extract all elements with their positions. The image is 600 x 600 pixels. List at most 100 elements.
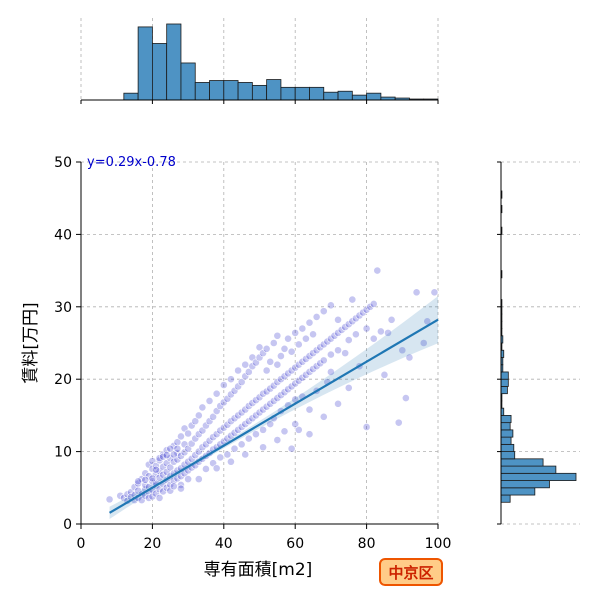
scatter-point <box>219 381 228 389</box>
scatter-point <box>341 349 350 358</box>
scatter-point <box>319 412 328 421</box>
scatter-point <box>237 440 246 449</box>
scatter-point <box>419 339 428 347</box>
right-hist-bar <box>500 480 550 489</box>
top-hist-bar <box>309 86 325 101</box>
top-hist-bar <box>237 82 253 101</box>
scatter-point <box>223 450 232 459</box>
scatter-point <box>369 334 378 343</box>
right-hist-bar <box>500 458 544 467</box>
right-hist-bar <box>500 371 509 380</box>
scatter-point <box>348 295 357 304</box>
right-hist-bar <box>500 422 511 431</box>
right-marginal-histogram <box>497 161 580 525</box>
scatter-points <box>105 266 439 505</box>
y-tick-label: 40 <box>54 227 72 243</box>
top-hist-axis <box>80 99 439 104</box>
scatter-point <box>212 464 221 473</box>
scatter-point <box>105 495 114 504</box>
scatter-point <box>184 475 192 484</box>
scatter-point <box>302 334 310 343</box>
scatter-point <box>294 340 303 349</box>
right-hist-bar <box>500 386 508 395</box>
scatter-point <box>376 327 385 336</box>
scatter-point <box>273 331 282 340</box>
scatter-point <box>244 368 253 376</box>
scatter-point <box>184 429 192 438</box>
scatter-point <box>291 328 300 337</box>
top-hist-bar <box>166 23 182 101</box>
top-hist-bar <box>123 92 139 101</box>
scatter-point <box>412 288 421 297</box>
top-hist-bar <box>180 62 196 101</box>
scatter-point <box>334 399 342 408</box>
scatter-point <box>298 324 307 333</box>
x-tick-label: 100 <box>425 536 452 552</box>
scatter-point <box>209 412 217 421</box>
main-scatter-plot: 0 20 40 60 80 100 0 10 20 30 40 50 <box>54 155 451 552</box>
scatter-point <box>334 346 342 355</box>
x-tick-label: 60 <box>286 536 304 552</box>
scatter-point <box>259 425 267 434</box>
scatter-point <box>326 368 335 376</box>
scatter-point <box>387 315 396 324</box>
scatter-point <box>319 356 328 365</box>
x-tick-label: 80 <box>358 536 376 552</box>
scatter-point <box>169 450 178 459</box>
scatter-point <box>262 344 271 353</box>
top-hist-bar <box>323 91 339 101</box>
top-hist-bar <box>251 84 268 101</box>
scatter-point <box>305 430 314 439</box>
scatter-point <box>430 288 439 297</box>
scatter-point <box>312 313 321 321</box>
scatter-point <box>155 494 164 502</box>
right-hist-bar <box>500 443 515 452</box>
scatter-point <box>384 328 392 337</box>
scatter-point <box>216 453 225 462</box>
scatter-point <box>166 463 175 472</box>
scatter-point <box>273 436 282 444</box>
scatter-point <box>294 425 303 434</box>
regression-line <box>109 318 439 514</box>
scatter-point <box>237 378 246 386</box>
x-axis-ticks: 0 20 40 60 80 100 <box>77 524 452 552</box>
scatter-point <box>405 353 414 362</box>
regression-layer <box>109 296 439 520</box>
scatter-point <box>309 330 317 339</box>
top-hist-bar <box>337 90 353 101</box>
scatter-point <box>380 370 389 379</box>
scatter-point <box>305 318 314 327</box>
y-tick-label: 30 <box>54 300 72 316</box>
scatter-point <box>202 465 210 473</box>
scatter-point <box>227 375 235 384</box>
scatter-point <box>194 475 203 484</box>
top-hist-bar <box>209 80 225 101</box>
scatter-point <box>227 457 235 466</box>
scatter-point <box>194 411 203 420</box>
scatter-point <box>305 405 314 414</box>
scatter-point <box>205 397 214 405</box>
x-tick-label: 20 <box>143 536 161 552</box>
scatter-point <box>198 403 207 412</box>
top-hist-bar <box>294 86 310 101</box>
scatter-point <box>280 427 289 436</box>
top-hist-bar <box>351 94 368 101</box>
scatter-point <box>169 482 178 491</box>
x-tick-label: 40 <box>215 536 233 552</box>
y-tick-label: 20 <box>54 372 72 388</box>
scatter-point <box>212 389 221 398</box>
scatter-point <box>152 465 160 474</box>
right-hist-bar <box>500 429 514 438</box>
right-hist-bar <box>500 436 512 445</box>
top-hist-bar <box>194 82 210 101</box>
top-hist-bar <box>137 26 153 101</box>
top-hist-bar <box>151 43 168 101</box>
top-hist-bar <box>280 86 296 101</box>
scatter-point <box>291 420 300 428</box>
x-tick-label: 0 <box>77 536 86 552</box>
scatter-point <box>173 438 182 447</box>
scatter-point <box>241 360 250 369</box>
scatter-point <box>162 451 171 460</box>
right-hist-bar <box>500 494 511 503</box>
